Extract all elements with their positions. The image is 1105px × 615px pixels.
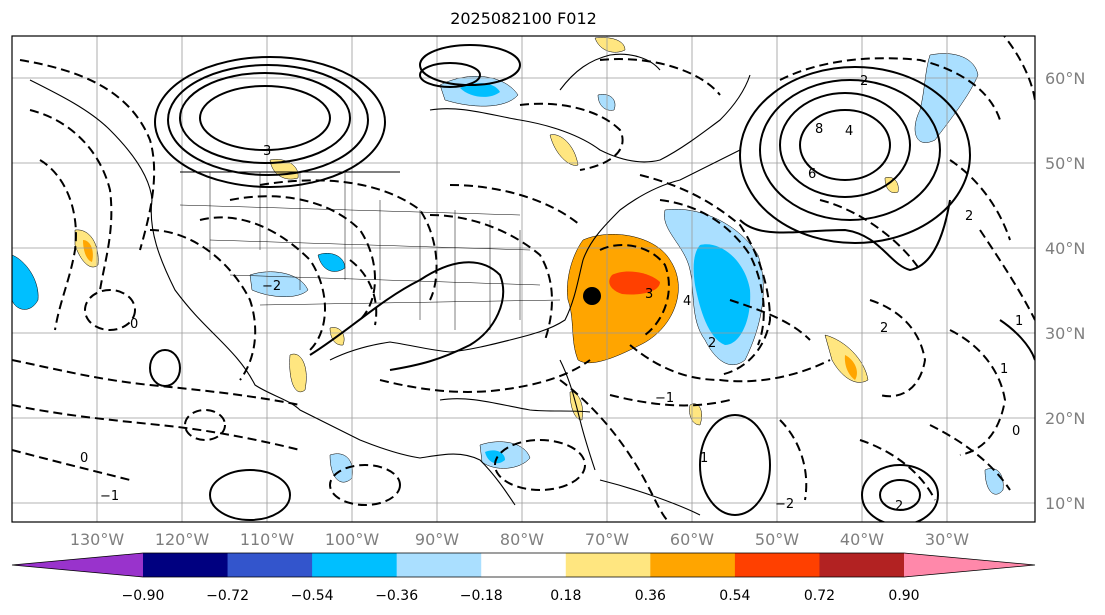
contour-label: 1 (1015, 314, 1023, 329)
positive-patch (83, 240, 93, 262)
contour-label: 8 (815, 122, 823, 137)
graticule (12, 36, 1035, 522)
map-frame (11, 35, 1036, 523)
contour-label: 0 (80, 451, 88, 466)
colorbar-tick-label: −0.18 (460, 588, 503, 604)
lon-label: 90°W (415, 530, 459, 549)
colorbar-tick-label: −0.72 (206, 588, 249, 604)
colorbar-segment (481, 553, 567, 577)
lon-label: 110°W (240, 530, 295, 549)
map-title: 2025082100 F012 (450, 9, 597, 28)
contour-label: 2 (860, 74, 868, 89)
lon-label: 130°W (70, 530, 125, 549)
strong-positive-core (609, 271, 660, 295)
contour-label: 2 (880, 321, 888, 336)
colorbar-extension-low (12, 553, 143, 577)
lon-label: 60°W (670, 530, 714, 549)
contour-label: −2 (775, 497, 794, 512)
contour-label: −1 (100, 489, 119, 504)
colorbar-segment (312, 553, 398, 577)
positive-patch (289, 353, 307, 393)
positive-patch (594, 37, 626, 53)
colorbar-extension-high (904, 553, 1035, 577)
colorbar-segment (143, 553, 229, 577)
contour-label: 1 (1000, 362, 1008, 377)
contour-label: −2 (262, 279, 281, 294)
lon-label: 120°W (155, 530, 210, 549)
lon-label: 30°W (925, 530, 969, 549)
negative-patch (460, 83, 500, 97)
lon-label: 70°W (585, 530, 629, 549)
latitude-axis: 60°N 50°N 40°N 30°N 20°N 10°N (1045, 69, 1085, 513)
colorbar-segment (396, 553, 482, 577)
lon-label: 50°W (755, 530, 799, 549)
lat-label: 40°N (1045, 239, 1085, 258)
colorbar-segment (734, 553, 820, 577)
colorbar-tick-label: 0.72 (804, 588, 835, 604)
contour-lines (12, 36, 1035, 522)
positive-patch (844, 355, 857, 380)
colorbar-tick-label: −0.36 (375, 588, 418, 604)
contour-label: 6 (808, 167, 816, 182)
contour-label: 3 (263, 144, 271, 159)
negative-anomaly-core (693, 244, 751, 345)
contour-label: 3 (645, 287, 653, 302)
contour-label: 2 (708, 336, 716, 351)
colorbar-tick-label: 0.18 (550, 588, 581, 604)
lat-label: 60°N (1045, 69, 1085, 88)
contour-label: 1 (700, 451, 708, 466)
contour-label: 0 (1012, 424, 1020, 439)
lat-label: 20°N (1045, 409, 1085, 428)
colorbar: −0.90 −0.72 −0.54 −0.36 −0.18 0.18 0.36 … (11, 552, 1036, 604)
lat-label: 30°N (1045, 324, 1085, 343)
lon-label: 100°W (325, 530, 380, 549)
colorbar-tick-label: 0.90 (888, 588, 919, 604)
colorbar-outline (11, 552, 1036, 578)
contour-label: 4 (845, 124, 853, 139)
lat-label: 10°N (1045, 494, 1085, 513)
colorbar-tick-label: 0.54 (719, 588, 750, 604)
colorbar-segment (227, 553, 313, 577)
contour-label-group: 4 8 6 3 2 2 0 −1 −2 1 2 0 −2 3 4 1 0 −1 … (80, 74, 1023, 514)
colorbar-tick-label: −0.90 (122, 588, 165, 604)
longitude-axis: 130°W 120°W 110°W 100°W 90°W 80°W 70°W 6… (70, 530, 969, 549)
storm-position-marker (583, 287, 601, 305)
political-boundaries (179, 172, 561, 330)
negative-patch (485, 450, 505, 464)
contour-label: 4 (683, 294, 691, 309)
colorbar-tick-label: −0.54 (291, 588, 334, 604)
colorbar-tick-label: 0.36 (635, 588, 666, 604)
colorbar-segment (819, 553, 905, 577)
contour-label: 0 (130, 317, 138, 332)
colorbar-segment (565, 553, 651, 577)
lon-label: 80°W (500, 530, 544, 549)
contour-label: −1 (655, 391, 674, 406)
negative-patch (12, 254, 39, 310)
contour-label: 2 (965, 209, 973, 224)
contour-label: 2 (895, 499, 903, 514)
positive-patch (549, 134, 579, 166)
colorbar-segment (650, 553, 736, 577)
negative-patch (249, 271, 309, 297)
lon-label: 40°W (840, 530, 884, 549)
lat-label: 50°N (1045, 154, 1085, 173)
